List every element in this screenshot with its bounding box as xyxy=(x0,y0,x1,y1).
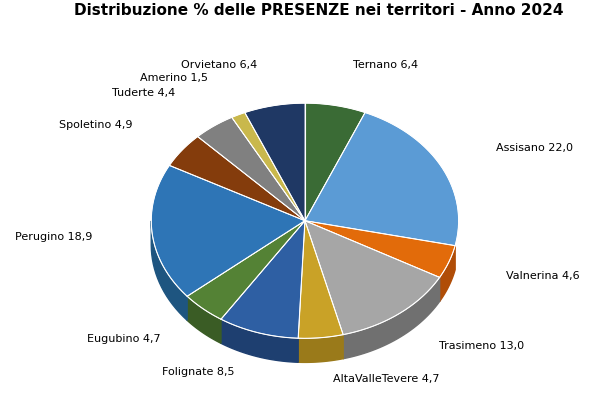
Polygon shape xyxy=(169,136,305,221)
Polygon shape xyxy=(151,165,305,296)
Text: Eugubino 4,7: Eugubino 4,7 xyxy=(87,335,161,344)
Text: Assisano 22,0: Assisano 22,0 xyxy=(496,143,573,153)
Title: Distribuzione % delle PRESENZE nei territori - Anno 2024: Distribuzione % delle PRESENZE nei terri… xyxy=(74,3,563,18)
Polygon shape xyxy=(298,221,343,338)
Polygon shape xyxy=(151,221,187,320)
Polygon shape xyxy=(197,117,305,221)
Text: Folignate 8,5: Folignate 8,5 xyxy=(162,367,235,377)
Polygon shape xyxy=(298,335,343,363)
Polygon shape xyxy=(305,112,458,246)
Text: Valnerina 4,6: Valnerina 4,6 xyxy=(506,272,580,281)
Polygon shape xyxy=(343,277,440,359)
Polygon shape xyxy=(305,221,455,277)
Text: Perugino 18,9: Perugino 18,9 xyxy=(14,232,92,242)
Text: Amerino 1,5: Amerino 1,5 xyxy=(140,73,208,83)
Polygon shape xyxy=(221,221,305,338)
Polygon shape xyxy=(232,112,305,221)
Polygon shape xyxy=(187,296,221,343)
Polygon shape xyxy=(245,103,305,221)
Text: Orvietano 6,4: Orvietano 6,4 xyxy=(181,60,257,70)
Text: Ternano 6,4: Ternano 6,4 xyxy=(353,60,418,70)
Polygon shape xyxy=(440,246,455,302)
Polygon shape xyxy=(187,221,305,319)
Polygon shape xyxy=(221,319,298,362)
Polygon shape xyxy=(305,221,440,335)
Text: Trasimeno 13,0: Trasimeno 13,0 xyxy=(439,341,524,351)
Text: AltaValleTevere 4,7: AltaValleTevere 4,7 xyxy=(333,374,440,384)
Polygon shape xyxy=(305,103,365,221)
Text: Tuderte 4,4: Tuderte 4,4 xyxy=(112,88,175,98)
Text: Spoletino 4,9: Spoletino 4,9 xyxy=(59,120,133,130)
